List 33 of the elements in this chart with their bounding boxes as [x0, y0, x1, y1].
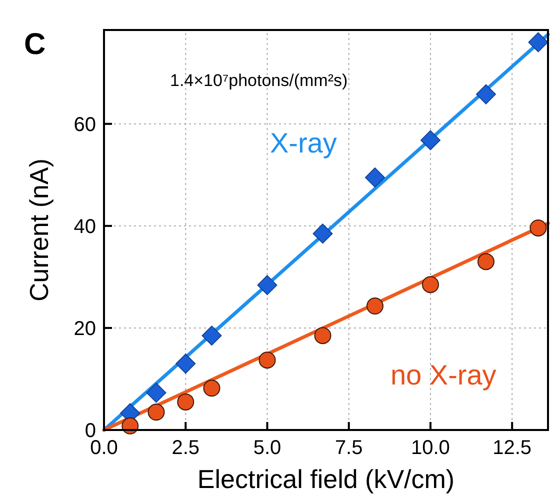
point	[422, 276, 439, 294]
x-tick-label: 12.5	[492, 437, 532, 459]
x-tick-label: 5.0	[253, 437, 282, 459]
point	[530, 219, 547, 236]
point	[420, 130, 440, 150]
point	[177, 393, 194, 410]
y-tick-label: 20	[74, 318, 96, 340]
x-tick-label: 10.0	[411, 437, 450, 459]
point	[203, 380, 220, 397]
point	[202, 326, 222, 346]
point	[314, 327, 332, 344]
point	[148, 404, 165, 421]
x-tick-label: 2.5	[172, 437, 200, 459]
point	[258, 352, 276, 369]
y-tick-label: 40	[74, 216, 96, 238]
text: C	[24, 28, 46, 61]
x-tick-label: 0.0	[90, 437, 118, 459]
x-tick-label: 7.5	[334, 437, 363, 459]
point	[366, 298, 384, 315]
point	[176, 354, 196, 374]
point	[476, 84, 496, 104]
y-axis-title: Current (nA)	[24, 158, 54, 302]
point	[364, 167, 385, 188]
series-label: no X-ray	[390, 360, 496, 391]
point	[257, 275, 278, 296]
series-label: X-ray	[270, 127, 337, 158]
point	[528, 32, 548, 52]
x-axis-title: Electrical field (kV/cm)	[197, 464, 455, 494]
y-tick-label: 60	[74, 114, 96, 136]
point	[146, 382, 166, 403]
point	[477, 253, 494, 270]
point	[312, 224, 333, 244]
annotation: 1.4×10⁷photons/(mm²s)	[170, 71, 348, 90]
